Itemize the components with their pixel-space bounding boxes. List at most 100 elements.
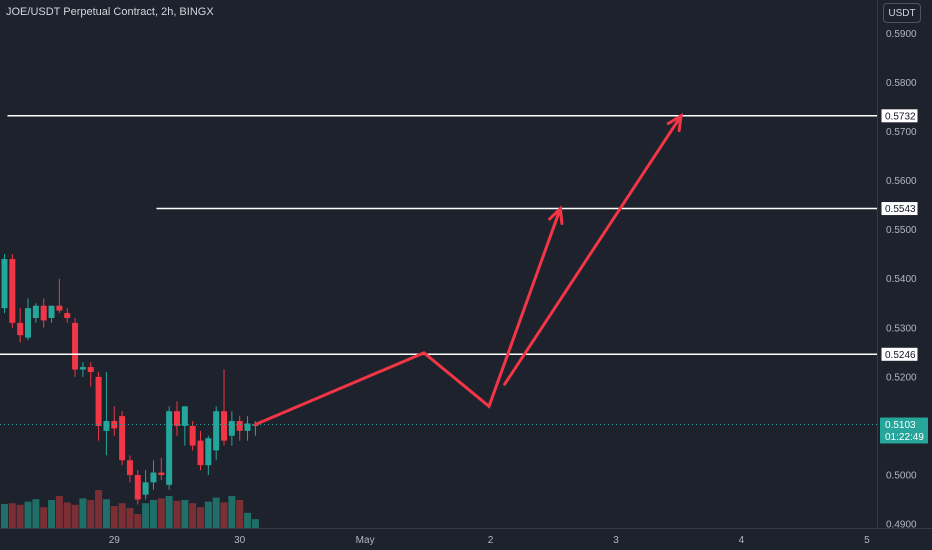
volume-bar <box>87 500 95 528</box>
level-price-label: 0.5246 <box>885 350 916 361</box>
currency-button[interactable]: USDT <box>883 3 921 23</box>
y-tick-label: 0.5600 <box>886 176 917 187</box>
candle-body <box>48 305 55 318</box>
candle-body <box>95 376 102 426</box>
x-tick-label: 4 <box>739 535 745 546</box>
candle-body <box>221 411 228 441</box>
volume-bar <box>189 503 197 528</box>
volume-bars <box>1 490 259 528</box>
candle-body <box>79 367 86 370</box>
volume-bar <box>251 519 259 528</box>
x-tick-label: 29 <box>109 535 121 546</box>
volume-bar <box>1 504 8 528</box>
volume-bar <box>220 502 228 528</box>
y-tick-label: 0.5300 <box>886 323 917 334</box>
y-tick-label: 0.5700 <box>886 127 917 138</box>
candle-body <box>111 421 118 429</box>
volume-bar <box>173 500 181 528</box>
candle-body <box>142 482 149 495</box>
candle-body <box>1 259 8 309</box>
candle-body <box>56 305 63 311</box>
candle-body <box>197 440 204 466</box>
candle-body <box>40 305 47 321</box>
y-tick-label: 0.4900 <box>886 520 917 531</box>
candle-body <box>72 322 79 370</box>
level-price-label: 0.5543 <box>885 204 916 215</box>
candle-body <box>166 411 173 485</box>
volume-bar <box>134 514 142 528</box>
candle-body <box>9 259 16 323</box>
volume-bar <box>63 502 71 528</box>
price-axis[interactable]: 0.5900 0.5800 0.5700 0.5600 0.5500 0.5400 0.53… <box>886 29 917 531</box>
countdown-label: 01:22:49 <box>885 432 924 443</box>
candle-body <box>173 411 180 426</box>
y-tick-label: 0.5200 <box>886 372 917 383</box>
volume-bar <box>102 499 110 528</box>
y-tick-label: 0.5000 <box>886 471 917 482</box>
candle-body <box>205 438 212 466</box>
volume-bar <box>149 500 157 528</box>
last-price-tag <box>880 417 928 444</box>
x-tick-label: 5 <box>864 535 870 546</box>
candle-body <box>134 475 141 500</box>
volume-bar <box>197 507 204 528</box>
candle-body <box>228 421 235 436</box>
time-axis[interactable]: 29 30 May 2 3 4 5 <box>109 535 870 546</box>
volume-bar <box>79 498 87 528</box>
volume-bar <box>95 490 103 528</box>
y-tick-label: 0.5900 <box>886 29 917 40</box>
volume-bar <box>55 496 63 528</box>
volume-bar <box>157 498 165 528</box>
volume-bar <box>236 500 244 528</box>
arrow-head <box>666 112 683 133</box>
candle-body <box>17 322 24 336</box>
volume-bar <box>181 500 189 528</box>
y-tick-label: 0.5800 <box>886 78 917 89</box>
level-price-tag <box>880 346 919 362</box>
candle-body <box>158 472 165 476</box>
chart-title: JOE/USDT Perpetual Contract, 2h, BINGX <box>6 6 214 18</box>
volume-bar <box>142 503 150 528</box>
volume-bar <box>228 496 236 528</box>
volume-bar <box>16 504 24 528</box>
y-tick-label: 0.5400 <box>886 274 917 285</box>
volume-bar <box>126 508 134 528</box>
projection-branch[interactable] <box>503 114 683 386</box>
volume-bar <box>8 503 16 528</box>
candle-body <box>25 308 32 338</box>
last-price-label: 0.5103 <box>885 420 916 431</box>
volume-bar <box>244 512 252 528</box>
x-tick-label: May <box>356 535 375 546</box>
candle-body <box>181 406 188 426</box>
candle-body <box>150 472 157 483</box>
arrow-head <box>548 205 564 225</box>
volume-bar <box>32 499 40 528</box>
candle-body <box>32 305 39 318</box>
candles <box>1 254 259 505</box>
level-price-tag <box>880 201 919 217</box>
volume-bar <box>110 506 118 528</box>
projection-path[interactable] <box>253 207 562 426</box>
volume-bar <box>165 496 173 528</box>
candle-body <box>213 411 220 451</box>
volume-bar <box>71 504 79 528</box>
level-price-tag <box>880 108 919 124</box>
level-price-label: 0.5732 <box>885 111 916 122</box>
y-tick-label: 0.5500 <box>886 225 917 236</box>
candle-body <box>126 460 133 476</box>
x-tick-label: 30 <box>234 535 246 546</box>
candle-body <box>244 423 251 431</box>
x-tick-label: 3 <box>613 535 619 546</box>
x-tick-label: 2 <box>488 535 494 546</box>
volume-bar <box>212 497 220 528</box>
candle-body <box>87 367 94 372</box>
volume-bar <box>48 500 56 528</box>
volume-bar <box>118 503 126 528</box>
candle-body <box>64 313 71 318</box>
horizontal-levels <box>0 115 877 425</box>
volume-bar <box>40 507 48 528</box>
